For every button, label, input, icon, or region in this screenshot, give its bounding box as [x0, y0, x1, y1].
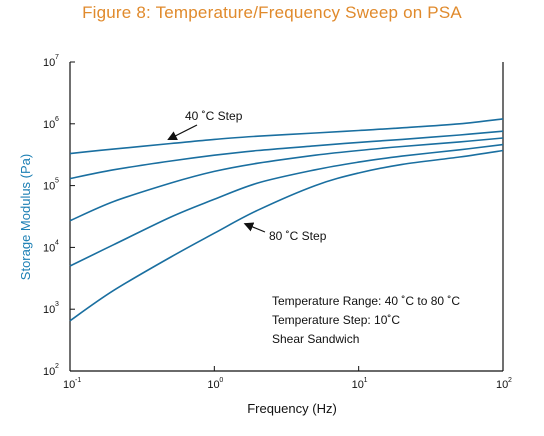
- y-tick-label: 10: [43, 304, 55, 316]
- legend-line-2: Temperature Step: 10˚C: [272, 313, 400, 327]
- y-tick-exponent: 2: [55, 363, 59, 370]
- series-line-2: [69, 130, 504, 180]
- annotation-40c-arrow: [167, 124, 198, 141]
- legend-line-3: Shear Sandwich: [272, 332, 359, 346]
- chart-title: Figure 8: Temperature/Frequency Sweep on…: [82, 3, 462, 22]
- x-tick-label: 10: [207, 379, 219, 391]
- x-tick-label: 10: [63, 379, 75, 391]
- y-tick-exponent: 3: [55, 301, 59, 308]
- annotation-80c-arrow: [243, 222, 266, 233]
- series-line-1: [69, 118, 504, 155]
- x-axis-label: Frequency (Hz): [247, 401, 337, 416]
- y-tick-exponent: 6: [55, 116, 59, 123]
- annotations: 40 ˚C Step 80 ˚C Step: [167, 109, 327, 243]
- y-tick-exponent: 7: [55, 54, 59, 61]
- legend: Temperature Range: 40 ˚C to 80 ˚C Tempera…: [272, 294, 460, 346]
- y-tick-exponent: 5: [55, 178, 59, 185]
- x-tick-exponent: 2: [508, 377, 512, 384]
- annotation-40c: 40 ˚C Step: [185, 109, 243, 123]
- x-tick-label: 10: [496, 379, 508, 391]
- y-axis-label: Storage Modulus (Pa): [18, 154, 33, 280]
- y-tick-label: 10: [43, 181, 55, 193]
- series-line-3: [69, 137, 504, 222]
- y-tick-exponent: 4: [55, 239, 59, 246]
- y-tick-label: 10: [43, 242, 55, 254]
- y-tick-label: 10: [43, 57, 55, 69]
- x-tick-exponent: 1: [364, 377, 368, 384]
- x-tick-exponent: 0: [219, 377, 223, 384]
- axes: [69, 62, 504, 372]
- series-line-5: [69, 149, 504, 322]
- x-tick-label: 10: [352, 379, 364, 391]
- legend-line-1: Temperature Range: 40 ˚C to 80 ˚C: [272, 294, 460, 308]
- annotation-80c: 80 ˚C Step: [269, 229, 327, 243]
- ticks: 10 -1 10 0 10 1 10 210 210 310 410 510 610 7: [43, 54, 512, 391]
- series-lines: [69, 118, 504, 322]
- y-tick-label: 10: [43, 366, 55, 378]
- series-line-4: [69, 143, 504, 267]
- y-tick-label: 10: [43, 119, 55, 131]
- x-tick-exponent: -1: [75, 377, 81, 384]
